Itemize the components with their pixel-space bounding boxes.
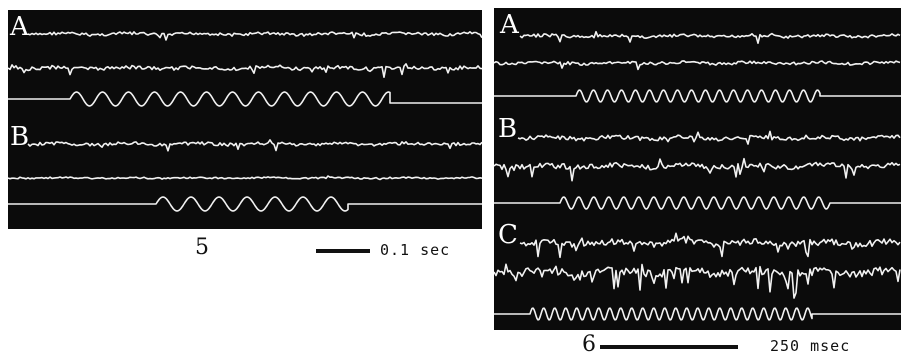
fig5-b-stimulus <box>8 196 482 212</box>
figure-5-number: 5 <box>195 235 209 260</box>
figure-5-scale-bar <box>316 249 370 253</box>
fig6-label-a: A <box>500 10 519 40</box>
fig6-c-trace-2 <box>494 263 901 299</box>
figure-5-scale-label: 0.1 sec <box>380 241 451 259</box>
fig5-b-trace-1 <box>27 139 482 152</box>
fig5-a-trace-2 <box>8 63 482 78</box>
fig6-b-trace-1 <box>517 130 901 145</box>
fig5-label-b: B <box>10 122 30 152</box>
figure-6-number: 6 <box>582 332 596 357</box>
fig5-a-stimulus <box>8 91 482 107</box>
fig6-label-b: B <box>498 114 518 144</box>
fig5-a-trace-1 <box>27 31 482 41</box>
fig6-c-trace-1 <box>519 232 901 259</box>
fig6-a-trace-2 <box>494 60 901 71</box>
figure-6-traces <box>494 30 901 321</box>
fig6-a-stimulus <box>494 89 901 103</box>
fig6-label-c: C <box>498 220 518 250</box>
figure-5-traces <box>8 31 482 212</box>
figure-6-scale-bar <box>600 345 738 349</box>
fig6-b-trace-2 <box>494 157 901 182</box>
fig6-c-stimulus <box>494 307 901 321</box>
figure-6-scale-label: 250 msec <box>770 337 851 355</box>
fig6-b-stimulus <box>494 196 901 210</box>
fig5-b-trace-2 <box>8 175 482 181</box>
fig5-label-a: A <box>10 12 29 42</box>
figure-5-panel: A B <box>8 10 482 229</box>
figure-6-panel: A B C <box>494 8 901 330</box>
fig6-a-trace-1 <box>519 30 901 44</box>
